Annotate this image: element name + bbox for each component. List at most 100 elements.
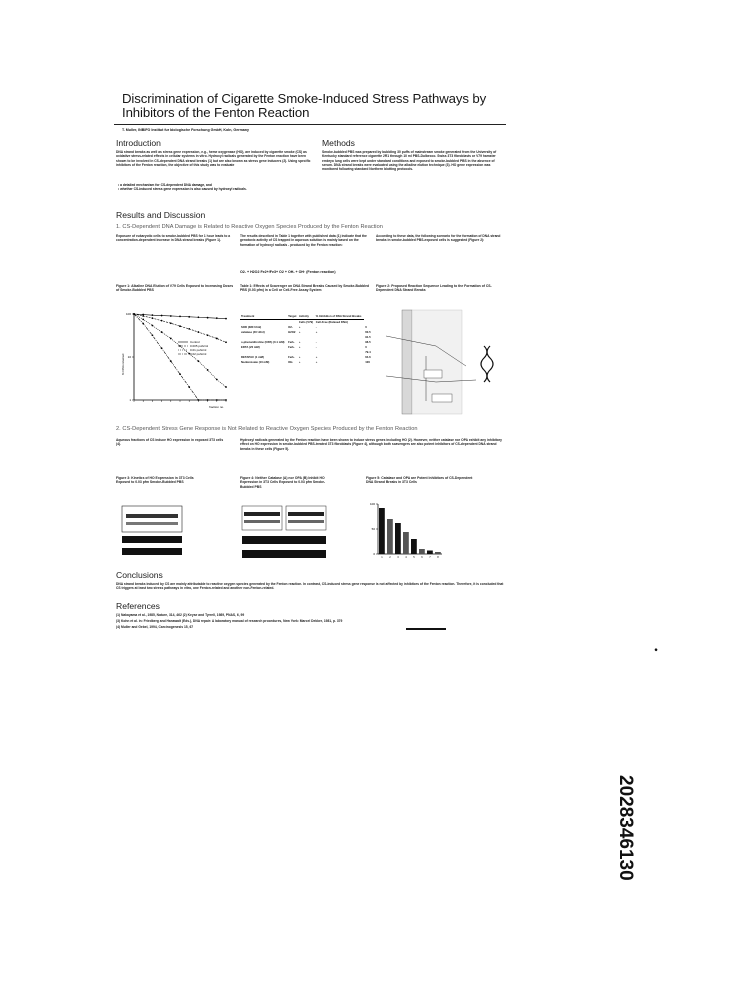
data-point <box>188 352 191 355</box>
x-tick-label: 2 <box>389 555 391 559</box>
bar <box>395 523 401 554</box>
table1-subheader: Cell-Free (Relaxed DNA) <box>315 320 348 324</box>
results-col2b: Hydroxyl radicals generated by the Fento… <box>240 438 502 451</box>
x-tick-label: 3 <box>397 555 399 559</box>
data-point <box>197 331 200 333</box>
intro-bullets: a detailed mechanism for CS-dependent DN… <box>118 183 318 192</box>
data-point <box>225 386 227 388</box>
table1-row: Na-Benzoate (10 mM) OH· + +100 <box>240 360 372 365</box>
blot-lane-bar <box>122 536 182 543</box>
table1-cell: OH· <box>288 360 294 364</box>
figure3-caption: Figure 3: Kinetics of HO Expression in 3… <box>116 476 194 485</box>
data-point <box>215 337 218 340</box>
reference-item: (1) Nakayama et al., 1985, Nature, 314, … <box>116 613 245 617</box>
table1-header: Target <box>287 314 298 320</box>
table1-cell: 64.6 <box>365 355 371 359</box>
title-divider <box>114 124 506 125</box>
series-line <box>133 313 227 343</box>
y-tick-label: 10 <box>128 355 132 359</box>
x-tick-label: 6 <box>421 555 423 559</box>
table1-cell: 91.5 <box>365 335 371 339</box>
blot-lane-bar <box>242 550 326 558</box>
reaction-arrow <box>385 335 467 367</box>
y-tick-label: 1 <box>129 398 131 402</box>
intro-bullet: a detailed mechanism for CS-dependent DN… <box>118 183 318 187</box>
table1-row: 79.4 <box>240 350 372 355</box>
y-tick-label: 100 <box>126 312 131 316</box>
table1-cell: + <box>315 355 318 359</box>
data-point <box>151 314 154 317</box>
results-col2: The results described in Table 1 togethe… <box>240 234 367 247</box>
table1-cell: 100 <box>365 360 370 364</box>
data-point <box>160 319 163 322</box>
legend-label: 0.02 pufs/ml <box>190 352 207 356</box>
data-point <box>142 315 145 317</box>
x-axis-label: fraction no. <box>209 405 224 409</box>
table1-cell: Fe2+ <box>288 355 295 359</box>
reference-item: (4) Muller and Gebel, 1994, Carcinogenes… <box>116 625 194 629</box>
blot-lane-bar <box>242 536 326 544</box>
bar <box>411 539 417 554</box>
y-tick-label: 50 <box>372 527 376 531</box>
data-point <box>133 313 135 315</box>
x-tick-label: 5 <box>413 555 415 559</box>
table1-cell: + <box>298 340 301 344</box>
bar <box>435 552 441 554</box>
results-col1: Exposure of eukaryotic cells to smoke-bu… <box>116 234 231 243</box>
table1-subheader: Cells (V79) <box>298 320 314 324</box>
y-tick-label: 100 <box>370 502 375 506</box>
y-axis-label: % DNA retained <box>121 353 125 375</box>
table1: Treatment Target Activity Activity % Inh… <box>240 314 372 365</box>
table1-header: Activity <box>297 314 315 320</box>
data-point <box>160 331 163 333</box>
results-col1b: Aqueous fractions of CS induce HO expres… <box>116 438 224 447</box>
legend-label: Control <box>190 340 200 344</box>
data-point <box>188 386 191 388</box>
table1-cell: + <box>298 355 301 359</box>
table1-cell: H2O2 <box>288 330 296 334</box>
data-point <box>169 360 172 363</box>
figure4-blot <box>241 505 327 558</box>
data-point <box>169 322 172 325</box>
figure5-caption: Figure 5: Catalase and OPA are Potent In… <box>366 476 473 485</box>
table1-cell: + <box>298 345 301 349</box>
dna-helix-icon <box>480 345 488 383</box>
blot-panel <box>121 505 183 533</box>
data-point <box>151 334 154 337</box>
legend-label: 0.005 pufs/ml <box>190 344 208 348</box>
bar <box>379 508 385 554</box>
blot-band <box>126 522 178 525</box>
data-point <box>225 317 227 320</box>
table1-cell: DETAPAC (1 mM) <box>241 355 264 359</box>
data-point <box>160 347 163 350</box>
table1-header: % Inhibition of DNA Strand Breaks <box>314 314 365 320</box>
table1-row: 91.5 <box>240 335 372 340</box>
y-tick-label: 0 <box>373 552 375 556</box>
table1-cell: + <box>298 360 301 364</box>
data-point <box>215 378 218 381</box>
data-point <box>151 324 154 327</box>
bar <box>387 519 393 554</box>
table1-cell: 60.5 <box>365 330 371 334</box>
reference-item: (3) Kohn et al. in: Friedberg and Hanawa… <box>116 619 343 623</box>
table1-row: DETAPAC (1 mM) Fe2+ + +64.6 <box>240 355 372 360</box>
table1-cell: O2- <box>288 325 293 329</box>
table1-cell: 79.4 <box>365 350 371 354</box>
figure2-diagram <box>385 309 494 415</box>
table1-cell: 96.5 <box>365 340 371 344</box>
fe-complex <box>423 369 443 379</box>
blot-band <box>244 520 280 523</box>
x-tick-label: 1 <box>381 555 383 559</box>
author-line: T. Muller, INBIFO Institut fur biologisc… <box>122 128 249 132</box>
figure5-chart: 0 50 100 1 2 3 4 5 6 7 8 <box>370 502 442 559</box>
membrane-band <box>401 309 413 415</box>
table1-cell: 0 <box>365 325 367 329</box>
data-point <box>179 373 181 376</box>
reaction-arrow <box>385 375 477 383</box>
table1-cell: Fe2+ <box>288 340 295 344</box>
data-point <box>206 369 209 371</box>
data-point <box>151 317 154 320</box>
data-point <box>197 360 200 363</box>
table1-cell: + <box>298 330 301 334</box>
